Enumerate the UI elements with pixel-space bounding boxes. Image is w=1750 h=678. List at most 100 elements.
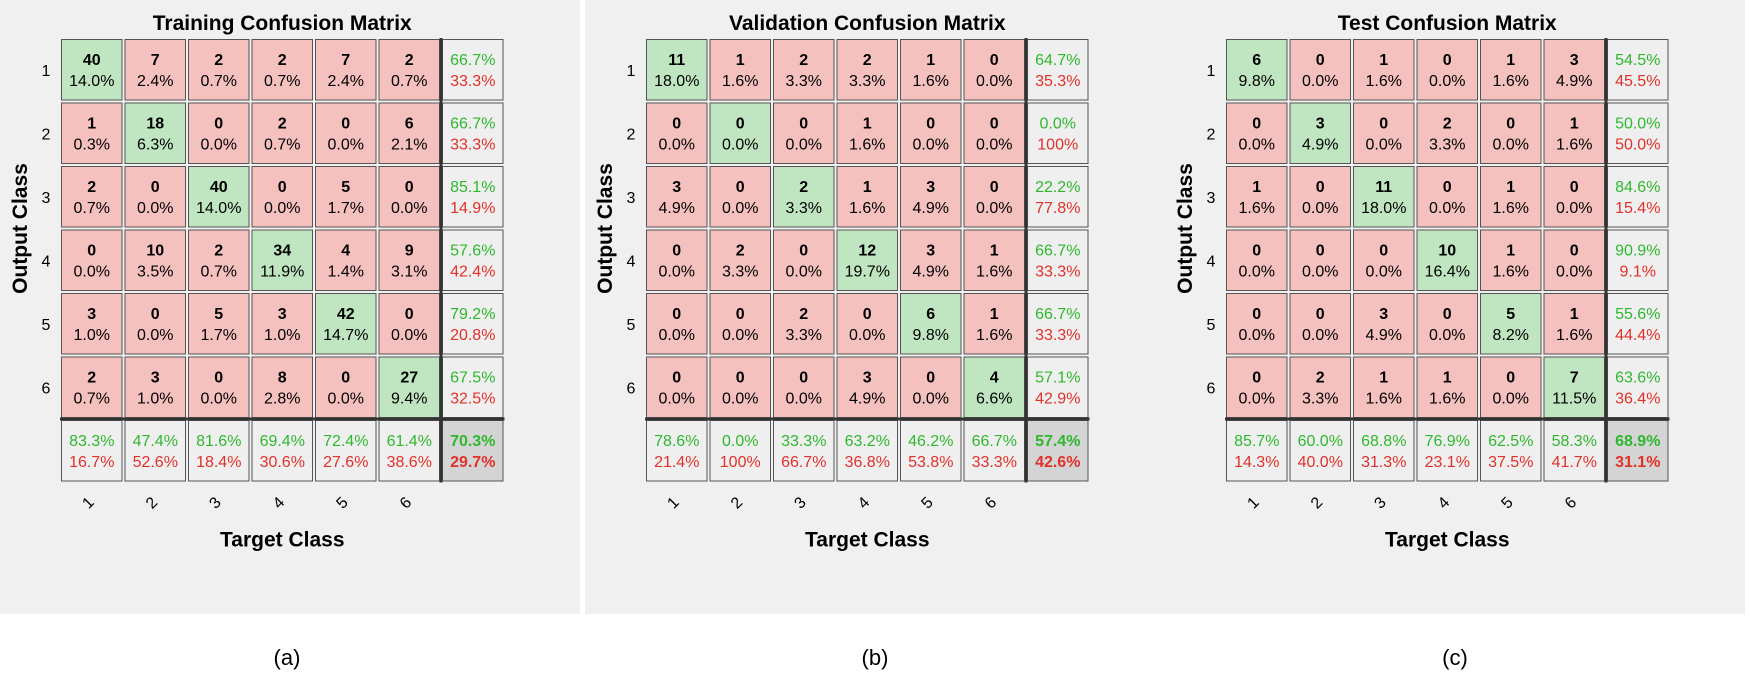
column-summary-cell — [315, 420, 377, 482]
cell-count: 1 — [1379, 370, 1388, 387]
row-precision: 67.5% — [450, 370, 495, 387]
column-error: 100% — [720, 454, 761, 471]
row-precision: 54.5% — [1615, 52, 1660, 69]
column-error: 30.6% — [260, 454, 305, 471]
row-error: 50.0% — [1615, 137, 1660, 154]
offdiagonal-cell — [900, 39, 962, 101]
row-precision: 66.7% — [1035, 243, 1080, 260]
row-error: 42.4% — [450, 264, 495, 281]
cell-count: 0 — [405, 306, 414, 323]
cell-count: 0 — [926, 370, 935, 387]
offdiagonal-cell — [378, 102, 440, 164]
cell-count: 0 — [672, 306, 681, 323]
cell-percent: 0.0% — [976, 73, 1012, 90]
column-recall: 72.4% — [323, 433, 368, 450]
cell-count: 3 — [926, 179, 935, 196]
offdiagonal-cell — [1480, 356, 1542, 418]
offdiagonal-cell — [900, 229, 962, 291]
offdiagonal-cell — [378, 229, 440, 291]
row-error: 14.9% — [450, 200, 495, 217]
cell-percent: 8.2% — [1493, 327, 1529, 344]
offdiagonal-cell — [315, 356, 377, 418]
offdiagonal-cell — [773, 229, 835, 291]
cell-count: 5 — [214, 306, 223, 323]
offdiagonal-cell — [1353, 102, 1415, 164]
column-summary-cell — [188, 420, 250, 482]
row-summary-cell — [442, 102, 504, 164]
cell-count: 1 — [1506, 179, 1515, 196]
cell-percent: 1.6% — [1556, 137, 1592, 154]
cell-percent: 3.1% — [391, 264, 427, 281]
y-tick-label: 2 — [1207, 126, 1216, 143]
cell-percent: 0.0% — [1556, 200, 1592, 217]
cell-count: 0 — [151, 179, 160, 196]
column-summary-cell — [963, 420, 1025, 482]
cell-percent: 0.0% — [659, 264, 695, 281]
row-summary-cell — [442, 293, 504, 355]
row-error: 15.4% — [1615, 200, 1660, 217]
overall-error: 29.7% — [450, 454, 495, 471]
cell-percent: 1.6% — [1366, 73, 1402, 90]
cell-percent: 0.0% — [1429, 200, 1465, 217]
offdiagonal-cell — [1353, 293, 1415, 355]
row-summary-cell — [1607, 293, 1669, 355]
row-precision: 0.0% — [1040, 116, 1076, 133]
column-recall: 0.0% — [722, 433, 758, 450]
cell-percent: 16.4% — [1425, 264, 1470, 281]
offdiagonal-cell — [709, 356, 771, 418]
cell-percent: 0.0% — [391, 327, 427, 344]
offdiagonal-cell — [1416, 356, 1478, 418]
cell-percent: 19.7% — [845, 264, 890, 281]
cell-count: 0 — [799, 116, 808, 133]
offdiagonal-cell — [836, 166, 898, 228]
column-error: 37.5% — [1488, 454, 1533, 471]
cell-count: 10 — [146, 243, 164, 260]
offdiagonal-cell — [709, 293, 771, 355]
column-error: 36.8% — [845, 454, 890, 471]
cell-percent: 3.3% — [786, 200, 822, 217]
cell-count: 0 — [1316, 52, 1325, 69]
cell-count: 6 — [405, 116, 414, 133]
y-tick-label: 4 — [627, 253, 636, 270]
y-tick-label: 3 — [627, 190, 636, 207]
cell-count: 2 — [87, 370, 96, 387]
cell-count: 2 — [214, 243, 223, 260]
cell-count: 0 — [1252, 370, 1261, 387]
y-tick-label: 4 — [1207, 253, 1216, 270]
diagonal-cell — [1289, 102, 1351, 164]
offdiagonal-cell — [709, 229, 771, 291]
offdiagonal-cell — [646, 102, 708, 164]
cell-count: 6 — [926, 306, 935, 323]
offdiagonal-cell — [963, 293, 1025, 355]
column-summary-cell — [1543, 420, 1605, 482]
column-recall: 85.7% — [1234, 433, 1279, 450]
cell-count: 1 — [863, 116, 872, 133]
cell-count: 27 — [400, 370, 418, 387]
y-tick-label: 6 — [627, 380, 636, 397]
offdiagonal-cell — [1416, 293, 1478, 355]
offdiagonal-cell — [836, 356, 898, 418]
cell-count: 3 — [1570, 52, 1579, 69]
row-summary-cell — [1027, 102, 1089, 164]
cell-percent: 1.6% — [849, 137, 885, 154]
cell-percent: 0.7% — [74, 200, 110, 217]
cell-count: 0 — [672, 116, 681, 133]
cell-percent: 0.0% — [137, 327, 173, 344]
confusion-matrix-panel-1: Training Confusion Matrix4014.0%72.4%20.… — [0, 0, 580, 670]
offdiagonal-cell — [124, 356, 186, 418]
offdiagonal-cell — [773, 39, 835, 101]
cell-percent: 11.9% — [260, 264, 304, 281]
row-precision: 50.0% — [1615, 116, 1660, 133]
row-error: 42.9% — [1035, 391, 1080, 408]
offdiagonal-cell — [378, 166, 440, 228]
offdiagonal-cell — [1353, 39, 1415, 101]
cell-percent: 3.5% — [137, 264, 173, 281]
offdiagonal-cell — [61, 293, 123, 355]
row-precision: 66.7% — [450, 116, 495, 133]
column-recall: 68.8% — [1361, 433, 1406, 450]
cell-count: 2 — [405, 52, 414, 69]
offdiagonal-cell — [378, 293, 440, 355]
row-error: 33.3% — [1035, 327, 1080, 344]
cell-percent: 0.0% — [137, 200, 173, 217]
offdiagonal-cell — [963, 229, 1025, 291]
